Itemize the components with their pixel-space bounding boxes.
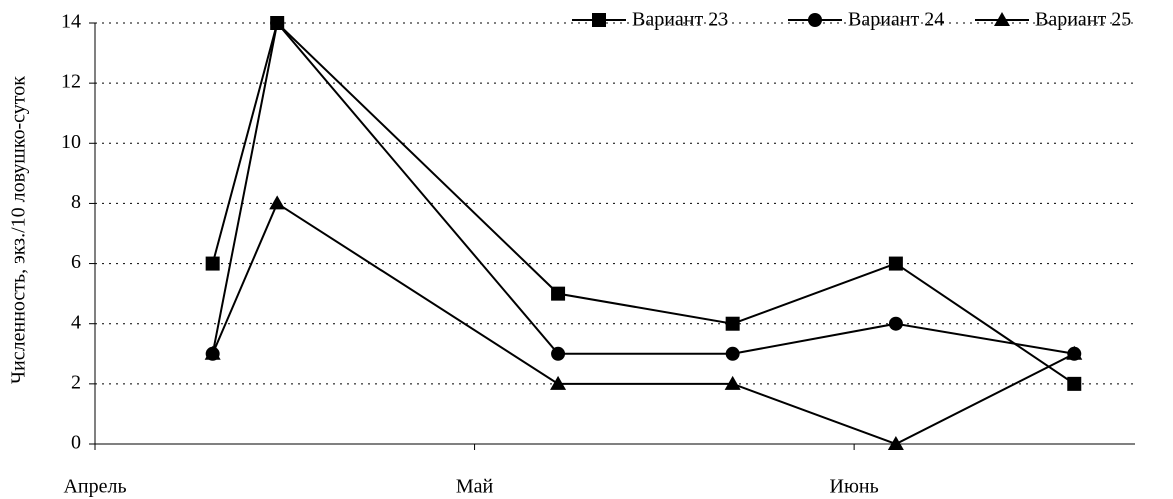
y-tick-label: 6 (71, 251, 81, 273)
legend-marker (994, 12, 1010, 26)
series-line (211, 20, 1075, 355)
y-tick-label: 4 (71, 311, 81, 333)
x-tick-label: Июнь (830, 476, 879, 498)
legend-label: Вариант 25 (1035, 9, 1131, 31)
marker (550, 375, 567, 390)
marker (551, 286, 566, 301)
marker (724, 375, 741, 390)
legend-marker (808, 13, 822, 27)
marker (204, 345, 221, 360)
marker (270, 16, 285, 30)
marker (205, 256, 220, 271)
y-tick-label: 10 (61, 131, 81, 153)
legend-label: Вариант 24 (848, 9, 944, 31)
y-tick-label: 0 (71, 432, 81, 454)
y-tick-label: 12 (61, 71, 81, 93)
marker (725, 346, 740, 361)
legend-marker (592, 13, 606, 27)
x-tick-label: Май (456, 476, 494, 498)
y-tick-label: 14 (61, 11, 81, 33)
marker (269, 195, 286, 210)
y-axis-label: Численность, экз./10 ловушко-суток (8, 76, 30, 384)
marker (551, 346, 566, 361)
marker (725, 316, 740, 331)
legend-label: Вариант 23 (632, 9, 728, 31)
y-tick-label: 8 (71, 191, 81, 213)
marker (1067, 376, 1082, 391)
x-tick-label: Апрель (63, 476, 126, 498)
series-line (211, 21, 1075, 385)
series-line (211, 201, 1075, 446)
marker (888, 256, 903, 271)
marker (1066, 345, 1083, 360)
marker (887, 436, 904, 450)
y-tick-label: 2 (71, 371, 81, 393)
marker (888, 316, 903, 331)
